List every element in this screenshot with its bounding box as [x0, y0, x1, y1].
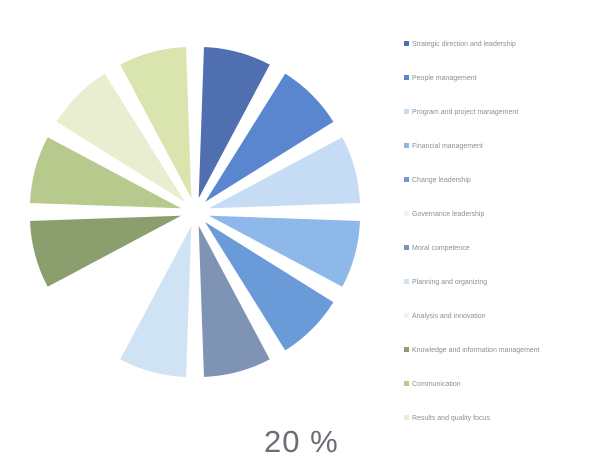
pie-chart	[28, 45, 362, 379]
legend-label: Planning and organizing	[412, 279, 488, 286]
pie-slice-10	[28, 214, 184, 289]
pie-slice-11	[28, 135, 184, 210]
legend-swatch	[404, 75, 409, 80]
pie-slice-5	[203, 220, 335, 352]
legend-label: Communication	[412, 381, 461, 388]
legend-label: People management	[412, 75, 477, 82]
legend-swatch	[404, 313, 409, 318]
pie-slice-7	[197, 223, 272, 379]
legend-swatch	[404, 347, 409, 352]
legend-item: Knowledge and information management	[404, 346, 590, 356]
legend-swatch	[404, 41, 409, 46]
legend-label: Results and quality focus	[412, 415, 490, 422]
legend-item: Governance leadership	[404, 210, 590, 220]
legend-item: Moral competence	[404, 244, 590, 254]
legend-item: Results and quality focus	[404, 414, 590, 424]
pie-slice-4	[206, 214, 362, 289]
chart-area: Strategic direction and leadership People…	[10, 8, 582, 459]
legend-swatch	[404, 245, 409, 250]
legend-label: Financial management	[412, 143, 483, 150]
legend-item: Communication	[404, 380, 590, 390]
legend-swatch	[404, 415, 409, 420]
legend-item: Strategic direction and leadership	[404, 40, 590, 50]
percent-label: 20 %	[264, 424, 339, 459]
legend-swatch	[404, 381, 409, 386]
legend-label: Governance leadership	[412, 211, 485, 218]
legend-item: Financial management	[404, 142, 590, 152]
pie-slice-3	[206, 135, 362, 210]
legend-label: Change leadership	[412, 177, 471, 184]
legend-label: Strategic direction and leadership	[412, 41, 516, 48]
pie-slice-2	[203, 72, 335, 204]
legend-item: Change leadership	[404, 176, 590, 186]
legend-swatch	[404, 279, 409, 284]
legend-item: Analysis and innovation	[404, 312, 590, 322]
pie-slice-12	[55, 72, 187, 204]
legend-item: People management	[404, 74, 590, 84]
legend-item: Program and project management	[404, 108, 590, 118]
pie-slice-8	[118, 223, 193, 379]
legend-swatch	[404, 177, 409, 182]
legend-label: Program and project management	[412, 109, 519, 116]
legend-swatch	[404, 143, 409, 148]
legend-swatch	[404, 211, 409, 216]
legend-label: Knowledge and information management	[412, 347, 540, 354]
legend-item: Planning and organizing	[404, 278, 590, 288]
legend-label: Analysis and innovation	[412, 313, 486, 320]
pie-slice-1	[197, 45, 272, 201]
pie-slice-13	[118, 45, 193, 201]
legend-swatch	[404, 109, 409, 114]
legend-label: Moral competence	[412, 245, 470, 252]
